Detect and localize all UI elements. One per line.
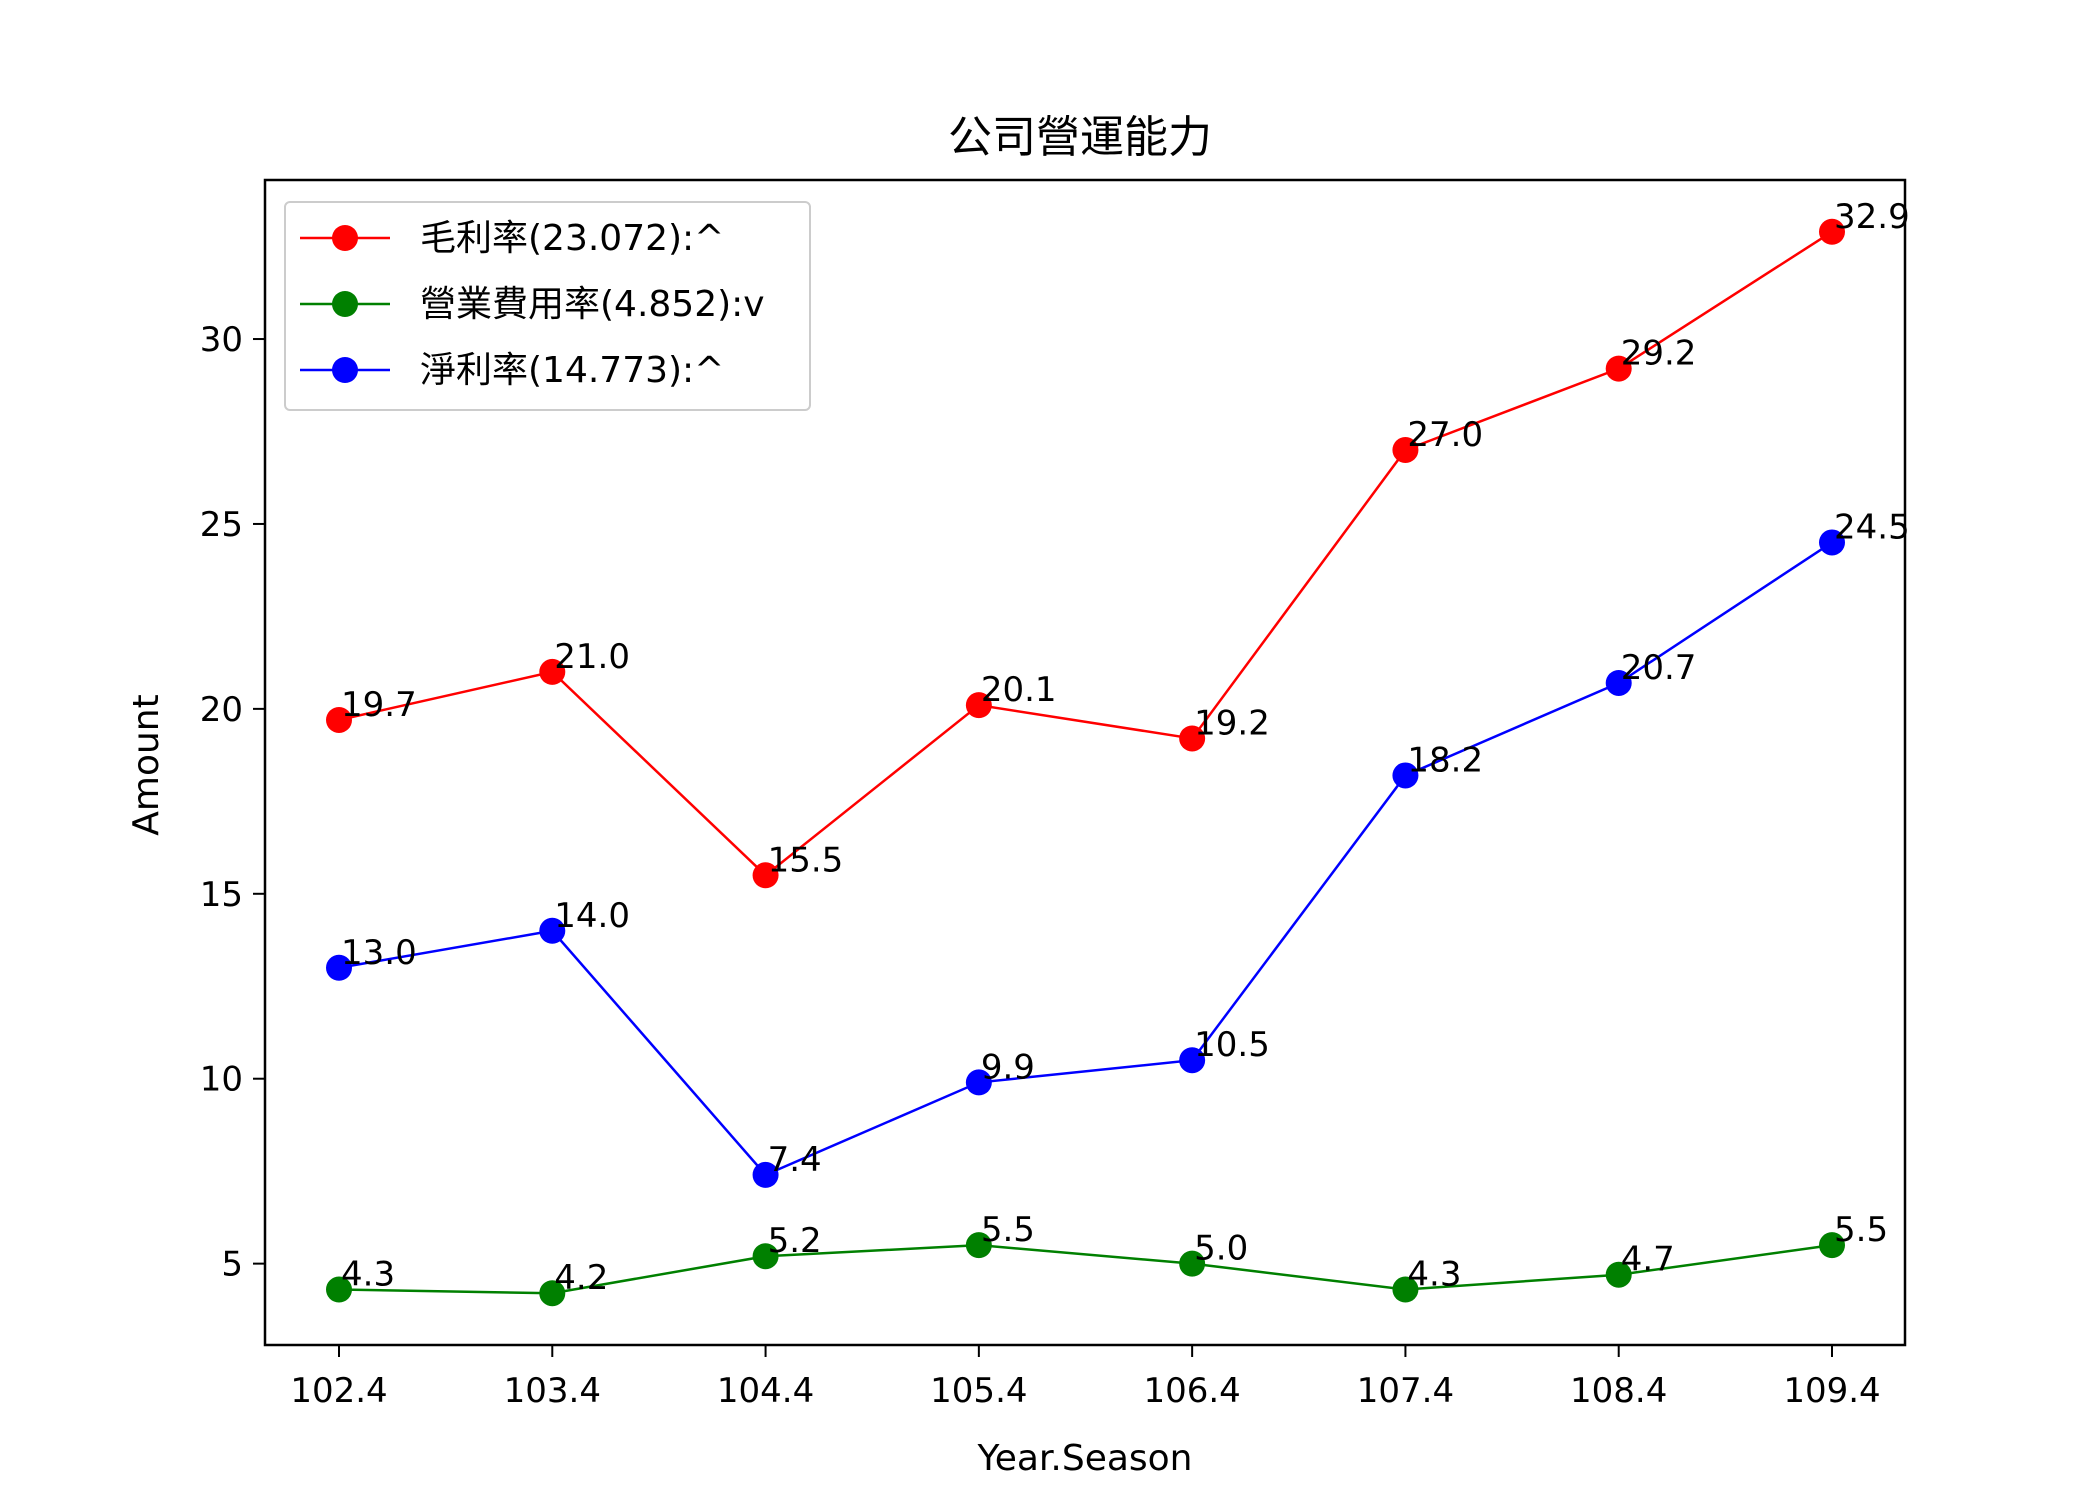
data-label: 21.0	[554, 637, 630, 677]
data-point	[539, 658, 566, 685]
y-axis: 5 10 15 20 25 30	[200, 320, 265, 1285]
data-point	[1179, 1047, 1206, 1074]
x-tick-label: 107.4	[1357, 1371, 1454, 1411]
y-tick-label: 15	[200, 875, 243, 915]
y-tick-label: 10	[200, 1060, 243, 1100]
y-tick-label: 5	[221, 1245, 243, 1285]
data-label: 4.7	[1621, 1240, 1675, 1280]
data-label: 29.2	[1621, 334, 1697, 374]
legend-marker	[332, 291, 358, 317]
data-point	[965, 1069, 992, 1096]
data-point	[752, 1243, 779, 1270]
data-label: 4.3	[1407, 1255, 1461, 1295]
data-point	[1605, 1261, 1632, 1288]
y-axis-label: Amount	[126, 694, 167, 835]
data-point	[1392, 1276, 1419, 1303]
data-label: 5.5	[981, 1210, 1035, 1250]
data-label: 20.1	[981, 670, 1057, 710]
data-label: 5.0	[1194, 1229, 1248, 1269]
data-point	[965, 1232, 992, 1259]
x-tick-label: 104.4	[717, 1371, 814, 1411]
x-tick-label: 109.4	[1783, 1371, 1880, 1411]
data-label: 24.5	[1834, 507, 1910, 547]
y-tick-label: 20	[200, 690, 243, 730]
x-tick-label: 106.4	[1143, 1371, 1240, 1411]
data-label: 19.7	[341, 685, 417, 725]
data-point	[326, 954, 352, 981]
legend: 毛利率(23.072):^ 營業費用率(4.852):v 淨利率(14.773):^	[284, 201, 811, 411]
data-label: 9.9	[981, 1047, 1035, 1087]
data-point	[539, 917, 566, 944]
series-line	[338, 541, 1833, 1177]
data-point	[326, 706, 352, 733]
data-label: 15.5	[768, 840, 844, 880]
legend-box	[284, 201, 811, 411]
data-point	[1605, 355, 1632, 382]
data-label: 19.2	[1194, 703, 1270, 743]
x-axis-label: Year.Season	[976, 1438, 1192, 1479]
data-point	[1179, 1250, 1206, 1277]
data-label: 20.7	[1621, 648, 1697, 688]
plot-frame	[263, 178, 1907, 1347]
data-point	[1819, 1232, 1845, 1259]
x-tick-label: 108.4	[1570, 1371, 1667, 1411]
data-point	[965, 692, 992, 719]
series-line	[338, 230, 1833, 877]
series-0: 19.7 21.0 15.5 20.1 19.2 27.0 29.2 32.9	[326, 197, 1910, 889]
data-label: 10.5	[1194, 1025, 1270, 1065]
data-label: 4.3	[341, 1255, 395, 1295]
chart-title: 公司營運能力	[948, 112, 1212, 163]
data-point	[1605, 669, 1632, 696]
data-label: 7.4	[768, 1140, 822, 1180]
data-label: 5.5	[1834, 1210, 1888, 1250]
x-tick-label: 105.4	[930, 1371, 1027, 1411]
data-label: 5.2	[768, 1221, 822, 1261]
data-label: 13.0	[341, 933, 417, 973]
legend-label: 淨利率(14.773):^	[420, 350, 724, 391]
series-line	[338, 1243, 1833, 1295]
data-label: 32.9	[1834, 197, 1910, 237]
legend-marker	[332, 357, 358, 383]
x-tick-label: 103.4	[504, 1371, 601, 1411]
legend-label: 毛利率(23.072):^	[420, 218, 724, 259]
x-axis: 102.4 103.4 104.4 105.4 106.4 107.4 108.4 109.4	[290, 1345, 1881, 1411]
data-point	[1179, 725, 1206, 752]
data-point	[1819, 218, 1845, 245]
y-tick-label: 25	[200, 505, 243, 545]
x-tick-label: 102.4	[290, 1371, 387, 1411]
data-point	[752, 1161, 779, 1188]
y-tick-label: 30	[200, 320, 243, 360]
data-label: 27.0	[1407, 415, 1483, 455]
data-point	[326, 1276, 352, 1303]
series-2: 13.0 14.0 7.4 9.9 10.5 18.2 20.7 24.5	[326, 507, 1910, 1188]
legend-marker	[332, 225, 358, 251]
data-label: 14.0	[554, 896, 630, 936]
data-point	[752, 862, 779, 889]
data-label: 18.2	[1407, 740, 1483, 780]
legend-label: 營業費用率(4.852):v	[420, 284, 765, 325]
data-point	[539, 1280, 566, 1307]
data-point	[1819, 529, 1845, 556]
plot-content: 19.7 21.0 15.5 20.1 19.2 27.0 29.2 32.9 4.3 4.2 5.…	[326, 197, 1910, 1307]
series-1: 4.3 4.2 5.2 5.5 5.0 4.3 4.7 5.5	[326, 1210, 1888, 1307]
data-label: 4.2	[554, 1258, 608, 1298]
data-point	[1392, 762, 1419, 789]
data-point	[1392, 436, 1419, 463]
